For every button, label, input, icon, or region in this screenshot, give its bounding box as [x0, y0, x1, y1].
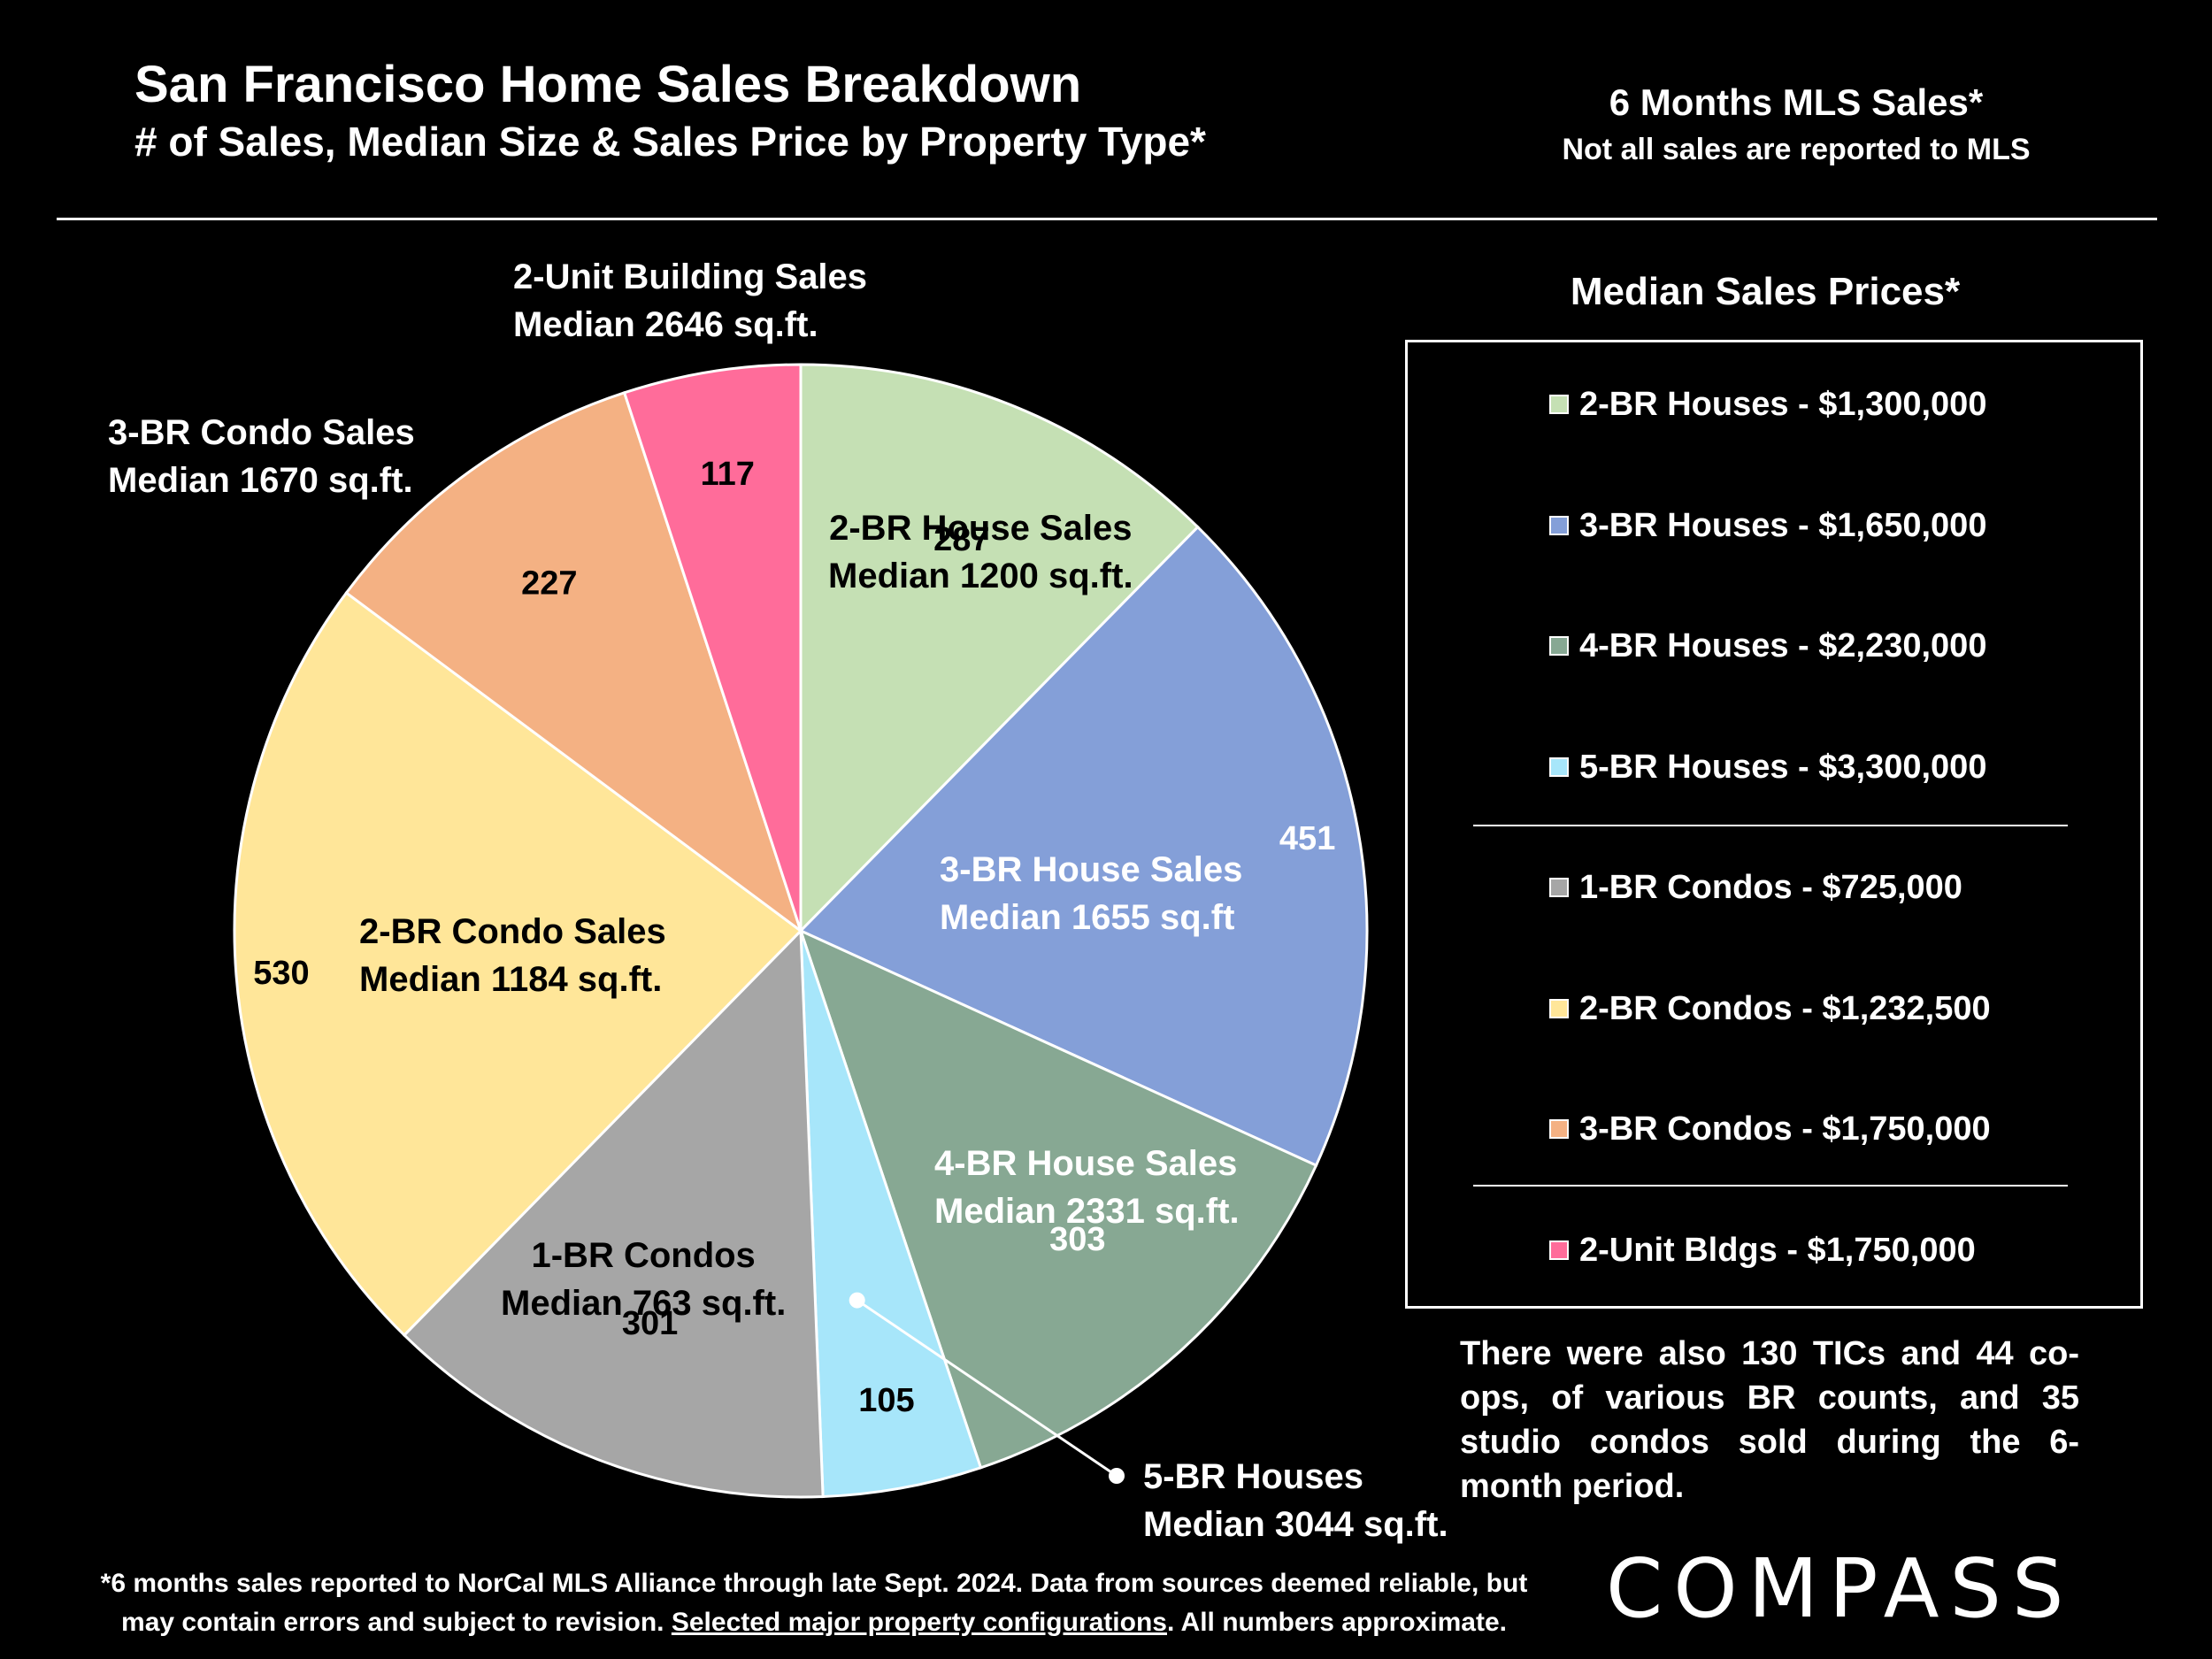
slice-value-label: 117	[701, 456, 755, 493]
pie-slice	[799, 930, 983, 1499]
label-4br-house-median: Median 2331 sq.ft.	[934, 1192, 1240, 1231]
legend-item: 5-BR Houses - $3,300,000	[1549, 746, 1986, 788]
footer-line-2: may contain errors and subject to revisi…	[71, 1603, 1557, 1642]
period-heading: 6 Months MLS Sales*	[1609, 81, 1984, 123]
legend-label: 4-BR Houses - $2,230,000	[1579, 627, 1987, 664]
leader-line	[856, 1299, 1118, 1478]
footer-line-2-start: may contain errors and subject to revisi…	[121, 1608, 672, 1637]
legend-item: 3-BR Houses - $1,650,000	[1549, 504, 1986, 547]
label-1br-condo: 1-BR Condos Median 763 sq.ft.	[501, 1232, 786, 1327]
leader-dot	[1109, 1468, 1125, 1484]
label-3br-house: 3-BR House Sales Median 1655 sq.ft	[940, 846, 1242, 941]
legend-swatch	[1549, 1119, 1569, 1139]
label-3br-condo: 3-BR Condo Sales Median 1670 sq.ft.	[108, 409, 415, 504]
legend-label: 3-BR Condos - $1,750,000	[1579, 1110, 1991, 1148]
label-5br-house: 5-BR Houses Median 3044 sq.ft.	[1143, 1453, 1448, 1548]
pie-slice	[798, 928, 1318, 1470]
label-3br-condo-name: 3-BR Condo Sales	[108, 413, 415, 452]
footer-disclaimer: *6 months sales reported to NorCal MLS A…	[71, 1564, 1557, 1642]
legend-item: 1-BR Condos - $725,000	[1549, 866, 1962, 909]
label-4br-house-name: 4-BR House Sales	[934, 1144, 1238, 1183]
pie-slice	[799, 363, 1200, 934]
label-2br-condo: 2-BR Condo Sales Median 1184 sq.ft.	[359, 908, 666, 1003]
legend-label: 5-BR Houses - $3,300,000	[1579, 749, 1987, 786]
label-4br-house: 4-BR House Sales Median 2331 sq.ft.	[934, 1140, 1240, 1235]
pie-slice	[344, 390, 803, 935]
label-2br-condo-name: 2-BR Condo Sales	[359, 912, 666, 951]
page-title: San Francisco Home Sales Breakdown	[134, 56, 1082, 113]
legend-swatch	[1549, 636, 1569, 656]
label-2br-house-name: 2-BR House Sales	[829, 509, 1133, 548]
legend-swatch	[1549, 1240, 1569, 1260]
header-divider	[57, 218, 2157, 220]
slice-value-label: 530	[253, 955, 309, 992]
legend-item: 2-BR Condos - $1,232,500	[1549, 987, 1991, 1030]
additional-sales-note: There were also 130 TICs and 44 co-ops, …	[1460, 1335, 2079, 1505]
pie-slice	[233, 590, 803, 1338]
legend-separator	[1473, 1185, 2068, 1187]
period-note: Not all sales are reported to MLS	[1562, 133, 2031, 166]
label-3br-house-median: Median 1655 sq.ft	[940, 898, 1235, 937]
label-2br-house: 2-BR House Sales Median 1200 sq.ft.	[828, 504, 1133, 600]
configurations-link[interactable]: Selected major property configurations	[671, 1608, 1167, 1637]
label-2unit-name: 2-Unit Building Sales	[513, 257, 868, 296]
slice-value-label: 287	[933, 521, 989, 558]
label-3br-house-name: 3-BR House Sales	[940, 850, 1243, 889]
label-1br-condo-name: 1-BR Condos	[531, 1236, 756, 1275]
legend-item: 2-BR Houses - $1,300,000	[1549, 383, 1986, 426]
slice-value-label: 451	[1279, 820, 1335, 857]
legend-swatch	[1549, 878, 1569, 897]
legend-item: 2-Unit Bldgs - $1,750,000	[1549, 1229, 1976, 1271]
legend-separator	[1473, 825, 2068, 826]
legend-swatch	[1549, 395, 1569, 414]
label-2br-house-median: Median 1200 sq.ft.	[828, 557, 1133, 595]
pie-slice	[402, 927, 825, 1499]
page-subtitle: # of Sales, Median Size & Sales Price by…	[134, 119, 1206, 165]
pie-slice	[798, 525, 1369, 1168]
label-1br-condo-median: Median 763 sq.ft.	[501, 1284, 787, 1323]
label-2unit: 2-Unit Building Sales Median 2646 sq.ft.	[513, 253, 867, 349]
slice-value-label: 105	[858, 1382, 914, 1419]
label-2unit-median: Median 2646 sq.ft.	[513, 305, 818, 344]
legend-label: 2-Unit Bldgs - $1,750,000	[1579, 1232, 1976, 1269]
legend-label: 2-BR Houses - $1,300,000	[1579, 386, 1987, 423]
label-5br-house-name: 5-BR Houses	[1143, 1457, 1363, 1496]
slice-value-label: 303	[1049, 1221, 1105, 1258]
slice-value-label: 301	[622, 1305, 678, 1342]
legend-label: 3-BR Houses - $1,650,000	[1579, 507, 1987, 544]
legend-swatch	[1549, 516, 1569, 535]
leader-dot	[849, 1292, 865, 1309]
pie-slice	[622, 363, 803, 932]
legend-label: 2-BR Condos - $1,232,500	[1579, 990, 1991, 1027]
legend-item: 4-BR Houses - $2,230,000	[1549, 625, 1986, 667]
footer-line-2-end: . All numbers approximate.	[1166, 1608, 1507, 1637]
label-2br-condo-median: Median 1184 sq.ft.	[359, 960, 663, 999]
compass-logo: COMPASS	[1606, 1541, 2075, 1636]
slice-value-label: 227	[521, 565, 577, 602]
label-5br-house-median: Median 3044 sq.ft.	[1143, 1505, 1448, 1544]
legend-swatch	[1549, 757, 1569, 777]
footer-line-1: *6 months sales reported to NorCal MLS A…	[100, 1569, 1528, 1598]
legend-swatch	[1549, 999, 1569, 1018]
legend-label: 1-BR Condos - $725,000	[1579, 869, 1962, 906]
legend-box: 2-BR Houses - $1,300,000 3-BR Houses - $…	[1405, 340, 2143, 1309]
legend-heading: Median Sales Prices*	[1570, 270, 1961, 313]
label-3br-condo-median: Median 1670 sq.ft.	[108, 461, 413, 500]
legend-item: 3-BR Condos - $1,750,000	[1549, 1108, 1991, 1150]
